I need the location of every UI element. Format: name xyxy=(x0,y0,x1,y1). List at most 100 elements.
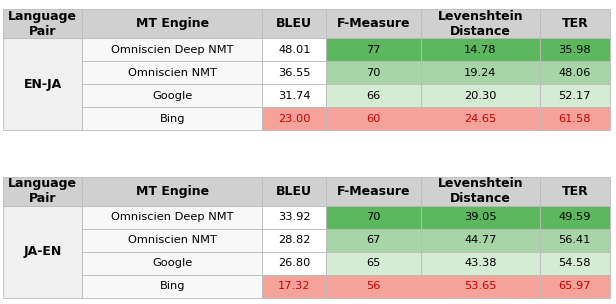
Text: 77: 77 xyxy=(367,45,381,55)
Bar xyxy=(262,177,326,206)
Bar xyxy=(421,9,540,38)
Text: TER: TER xyxy=(561,185,588,198)
Bar xyxy=(83,107,262,130)
Text: 70: 70 xyxy=(367,212,381,222)
Text: 56.41: 56.41 xyxy=(559,235,591,245)
Text: Language
Pair: Language Pair xyxy=(8,10,77,38)
Text: 19.24: 19.24 xyxy=(464,68,496,78)
Bar xyxy=(326,206,421,229)
Bar xyxy=(83,9,262,38)
Text: 49.59: 49.59 xyxy=(559,212,591,222)
Text: Omniscien NMT: Omniscien NMT xyxy=(128,68,217,78)
Text: F-Measure: F-Measure xyxy=(337,17,410,30)
Bar xyxy=(540,61,610,84)
Text: MT Engine: MT Engine xyxy=(136,17,209,30)
Bar xyxy=(326,9,421,38)
Bar xyxy=(421,61,540,84)
Bar xyxy=(83,252,262,275)
Bar xyxy=(326,84,421,107)
Bar xyxy=(262,38,326,61)
Bar xyxy=(262,107,326,130)
Text: 56: 56 xyxy=(367,282,381,291)
Bar xyxy=(262,61,326,84)
Text: 36.55: 36.55 xyxy=(278,68,310,78)
Bar xyxy=(540,107,610,130)
Text: 44.77: 44.77 xyxy=(464,235,496,245)
Text: 33.92: 33.92 xyxy=(278,212,310,222)
Bar xyxy=(262,252,326,275)
Text: Omniscien NMT: Omniscien NMT xyxy=(128,235,217,245)
Bar xyxy=(326,38,421,61)
Text: 24.65: 24.65 xyxy=(464,114,496,124)
Bar xyxy=(421,107,540,130)
Bar xyxy=(421,252,540,275)
Text: TER: TER xyxy=(561,17,588,30)
Bar xyxy=(3,206,83,298)
Bar xyxy=(262,229,326,252)
Bar xyxy=(83,38,262,61)
Text: BLEU: BLEU xyxy=(277,185,312,198)
Bar xyxy=(83,84,262,107)
Bar xyxy=(83,61,262,84)
Text: JA-EN: JA-EN xyxy=(23,245,62,258)
Bar xyxy=(3,38,83,130)
Bar xyxy=(421,206,540,229)
Bar xyxy=(326,275,421,298)
Bar xyxy=(421,84,540,107)
Text: 23.00: 23.00 xyxy=(278,114,310,124)
Text: Levenshtein
Distance: Levenshtein Distance xyxy=(437,177,523,205)
Text: Google: Google xyxy=(152,91,192,101)
Bar xyxy=(326,177,421,206)
Bar xyxy=(540,38,610,61)
Text: Levenshtein
Distance: Levenshtein Distance xyxy=(437,10,523,38)
Bar xyxy=(262,275,326,298)
Bar xyxy=(83,275,262,298)
Text: EN-JA: EN-JA xyxy=(23,78,62,91)
Text: 66: 66 xyxy=(367,91,381,101)
Text: 52.17: 52.17 xyxy=(559,91,591,101)
Text: 53.65: 53.65 xyxy=(464,282,496,291)
Bar xyxy=(326,107,421,130)
Bar xyxy=(83,177,262,206)
Bar xyxy=(326,61,421,84)
Bar xyxy=(262,84,326,107)
Bar xyxy=(326,229,421,252)
Text: 48.06: 48.06 xyxy=(559,68,591,78)
Text: 54.58: 54.58 xyxy=(559,258,591,268)
Text: 39.05: 39.05 xyxy=(464,212,496,222)
Bar xyxy=(262,9,326,38)
Text: 35.98: 35.98 xyxy=(559,45,591,55)
Text: 31.74: 31.74 xyxy=(278,91,310,101)
Bar xyxy=(540,9,610,38)
Text: 65.97: 65.97 xyxy=(559,282,591,291)
Bar xyxy=(3,177,83,206)
Text: 70: 70 xyxy=(367,68,381,78)
Bar xyxy=(3,9,83,38)
Text: BLEU: BLEU xyxy=(277,17,312,30)
Bar xyxy=(421,177,540,206)
Bar xyxy=(540,84,610,107)
Text: 14.78: 14.78 xyxy=(464,45,496,55)
Text: 20.30: 20.30 xyxy=(464,91,496,101)
Text: 65: 65 xyxy=(367,258,381,268)
Bar xyxy=(262,206,326,229)
Bar xyxy=(540,275,610,298)
Bar xyxy=(83,206,262,229)
Text: F-Measure: F-Measure xyxy=(337,185,410,198)
Text: 61.58: 61.58 xyxy=(559,114,591,124)
Bar xyxy=(540,229,610,252)
Bar xyxy=(540,252,610,275)
Text: 26.80: 26.80 xyxy=(278,258,310,268)
Text: 67: 67 xyxy=(367,235,381,245)
Bar xyxy=(421,275,540,298)
Bar xyxy=(540,206,610,229)
Text: 43.38: 43.38 xyxy=(464,258,496,268)
Text: 48.01: 48.01 xyxy=(278,45,310,55)
Bar xyxy=(326,252,421,275)
Bar xyxy=(540,177,610,206)
Bar xyxy=(421,38,540,61)
Text: Language
Pair: Language Pair xyxy=(8,177,77,205)
Text: Bing: Bing xyxy=(160,114,185,124)
Text: Google: Google xyxy=(152,258,192,268)
Text: 17.32: 17.32 xyxy=(278,282,310,291)
